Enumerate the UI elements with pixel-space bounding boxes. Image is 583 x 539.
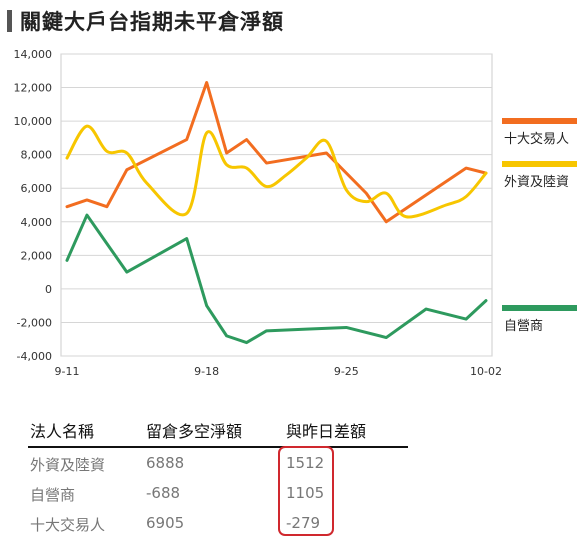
table-cell: 1512 <box>286 454 325 472</box>
y-tick-label: -4,000 <box>17 350 52 363</box>
legend-swatch <box>502 305 577 311</box>
y-tick-label: 2,000 <box>21 249 53 262</box>
difference-highlight-box <box>278 446 334 536</box>
table-row: 自營商 -688 1105 <box>28 478 408 508</box>
title-marker <box>7 10 12 32</box>
y-tick-label: 6,000 <box>21 182 53 195</box>
y-tick-label: 8,000 <box>21 149 53 162</box>
x-tick-label: 9-18 <box>194 365 219 378</box>
series-line <box>65 213 488 345</box>
x-tick-label: 10-02 <box>470 365 502 378</box>
series-line <box>65 81 488 224</box>
line-chart: 14,000 12,000 10,000 8,000 6,000 4,000 2,000 0 -… <box>14 48 577 378</box>
x-tick-label: 9-11 <box>55 365 80 378</box>
legend-label: 十大交易人 <box>504 131 569 147</box>
table-header: 法人名稱 留倉多空淨額 與昨日差額 <box>28 412 408 448</box>
y-tick-label: 4,000 <box>21 216 53 229</box>
table-cell: -688 <box>146 484 181 502</box>
y-tick-label: 12,000 <box>14 82 53 95</box>
table-cell: 十大交易人 <box>30 516 106 534</box>
x-tick-label: 9-25 <box>334 365 359 378</box>
table-cell: -279 <box>286 514 321 532</box>
y-tick-label: -2,000 <box>17 316 52 329</box>
summary-table: 法人名稱 留倉多空淨額 與昨日差額 外資及陸資 6888 1512 自營商 -6… <box>28 412 408 538</box>
series-line <box>65 124 488 219</box>
table-row: 十大交易人 6905 -279 <box>28 508 408 538</box>
y-tick-label: 10,000 <box>14 115 53 128</box>
legend-label: 外資及陸資 <box>504 174 569 190</box>
table-cell: 自營商 <box>30 486 76 504</box>
y-tick-label: 14,000 <box>14 48 53 61</box>
y-tick-label: 0 <box>45 283 52 296</box>
table-cell: 外資及陸資 <box>30 456 106 474</box>
table-cell: 6905 <box>146 514 185 532</box>
legend-swatch <box>502 161 577 167</box>
page-title: 關鍵大戶台指期未平倉淨額 <box>20 10 284 34</box>
table-cell: 6888 <box>146 454 185 472</box>
table-row: 外資及陸資 6888 1512 <box>28 448 408 478</box>
title-bar: 關鍵大戶台指期未平倉淨額 <box>7 6 284 36</box>
header-cell: 留倉多空淨額 <box>146 422 243 441</box>
legend-label: 自營商 <box>504 319 543 334</box>
header-cell: 法人名稱 <box>30 422 95 441</box>
legend-swatch <box>502 118 577 124</box>
header-cell: 與昨日差額 <box>286 422 367 441</box>
table-cell: 1105 <box>286 484 325 502</box>
